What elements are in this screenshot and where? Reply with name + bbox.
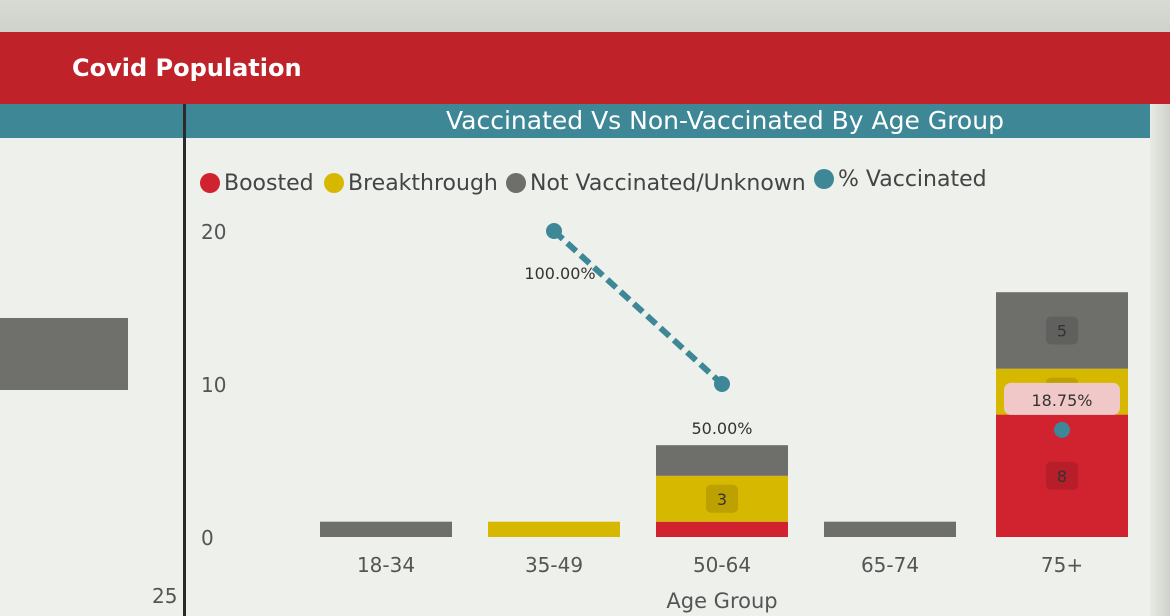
x-category-label: 65-74 [861,553,919,577]
legend-label: Boosted [224,170,314,196]
legend-item-not-vaccinated[interactable]: Not Vaccinated/Unknown [506,168,806,198]
pct-vaccinated-point [714,376,730,392]
chart-title-band [186,104,1150,138]
legend-label: Breakthrough [348,170,498,196]
left-axis-tick-label: 25 [152,584,178,608]
bar-segment-breakthrough-50-64[interactable] [656,475,788,522]
segment-data-label: 8 [1057,467,1067,486]
bar-segment-not-vaccinated-unknown-75+[interactable] [996,292,1128,369]
pct-vaccinated-point [1054,421,1070,438]
data-label-chip [1046,461,1078,490]
bar-segment-not-vaccinated-unknown-18-34[interactable] [320,521,452,537]
legend-item-pct-vaccinated[interactable]: % Vaccinated [814,164,987,194]
x-category-label: 35-49 [525,553,583,577]
bar-segment-breakthrough-35-49[interactable] [488,521,620,537]
legend-dot-icon [324,173,344,193]
legend-label: % Vaccinated [838,166,987,192]
legend-dot-icon [814,169,834,189]
data-label-chip [1046,316,1078,345]
legend-item-breakthrough[interactable]: Breakthrough [324,168,498,198]
bar-segment-boosted-50-64[interactable] [656,521,788,537]
data-label-chip [706,484,738,513]
legend-item-boosted[interactable]: Boosted [200,168,314,198]
pct-label-chip [1004,382,1120,415]
header-bar [0,32,1170,104]
page-title: Covid Population [72,54,302,82]
legend-dot-icon [200,173,220,193]
segment-data-label: 3 [717,490,727,509]
x-axis-title: Age Group [666,589,777,613]
pct-vaccinated-label: 100.00% [524,264,595,283]
window-top-strip [0,0,1170,32]
left-panel-title-band [0,104,185,138]
x-category-label: 50-64 [693,553,751,577]
y-tick-label: 0 [201,526,214,550]
segment-data-label: 5 [1057,321,1067,340]
x-category-label: 75+ [1041,553,1083,577]
y-tick-label: 20 [201,220,226,244]
chart-title: Vaccinated Vs Non-Vaccinated By Age Grou… [446,106,1004,135]
y-tick-label: 10 [201,373,226,397]
x-category-label: 18-34 [357,553,415,577]
panel-divider [183,104,186,616]
left-chart-bar[interactable] [0,318,128,390]
legend-dot-icon [506,173,526,193]
pct-vaccinated-label: 18.75% [1031,391,1092,410]
legend-label: Not Vaccinated/Unknown [530,170,806,196]
pct-vaccinated-line [551,228,725,387]
pct-vaccinated-point [546,223,562,239]
pct-vaccinated-label: 50.00% [691,419,752,438]
panel-right-edge [1150,104,1170,616]
bar-segment-not-vaccinated-unknown-65-74[interactable] [824,521,956,537]
bar-segment-not-vaccinated-unknown-50-64[interactable] [656,445,788,476]
